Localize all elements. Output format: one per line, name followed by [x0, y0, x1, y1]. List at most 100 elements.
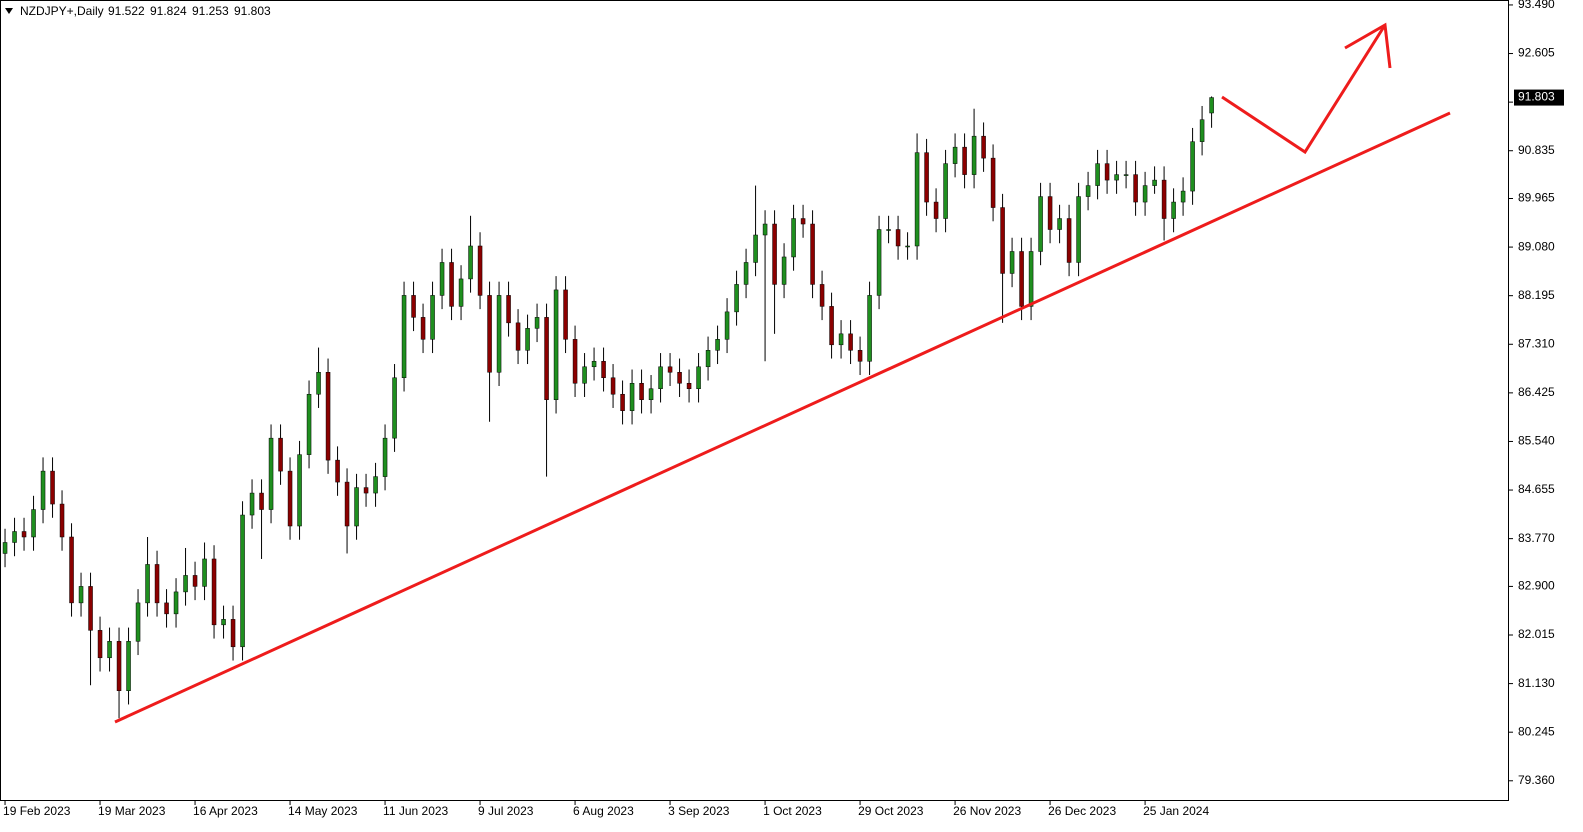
candle-body — [192, 575, 198, 587]
candle-body — [202, 558, 207, 587]
candle-body — [525, 328, 530, 351]
candle-body — [458, 278, 464, 307]
candle-body — [857, 350, 863, 362]
candle-body — [810, 223, 815, 285]
candle-body — [1114, 174, 1119, 181]
candle-body — [715, 339, 720, 351]
candle-body — [354, 487, 359, 527]
candle-body — [1190, 141, 1195, 192]
x-tick-label: 16 Apr 2023 — [193, 804, 258, 818]
candle-body — [1076, 196, 1081, 263]
x-tick-label: 14 May 2023 — [288, 804, 358, 818]
ohlc-low: 91.253 — [192, 4, 229, 18]
candle-body — [762, 223, 768, 236]
candle-body — [211, 558, 217, 626]
candle-body — [1019, 251, 1024, 307]
candle-body — [724, 311, 730, 340]
candle-body — [515, 322, 521, 351]
candle-body — [781, 256, 787, 285]
candle-body — [173, 591, 179, 615]
candle-body — [297, 454, 302, 527]
candle-body — [677, 372, 682, 384]
candle-body — [496, 295, 502, 373]
candle-body — [278, 437, 283, 472]
candle-body — [1199, 119, 1205, 142]
candle-body — [344, 481, 350, 527]
y-tick-label: 92.605 — [1518, 46, 1555, 60]
x-tick-label: 11 Jun 2023 — [383, 804, 448, 818]
y-tick-label: 89.080 — [1518, 239, 1555, 253]
candle-body — [544, 317, 549, 400]
x-tick-label: 26 Dec 2023 — [1048, 804, 1116, 818]
candle-body — [867, 295, 872, 362]
candle-body — [240, 514, 245, 648]
candle-body — [667, 366, 673, 373]
candle-body — [12, 531, 17, 543]
candle-body — [1038, 196, 1043, 252]
candle-body — [876, 229, 882, 296]
candle-body — [772, 223, 777, 285]
candle-body — [1152, 179, 1157, 186]
x-tick-label: 3 Sep 2023 — [668, 804, 730, 818]
y-tick-label: 84.655 — [1518, 482, 1555, 496]
candle-body — [800, 218, 806, 225]
candle-body — [848, 333, 853, 351]
candle-body — [895, 229, 901, 247]
candle-body — [553, 289, 559, 400]
forecast-path — [1221, 24, 1387, 155]
y-tick-label: 89.965 — [1518, 191, 1555, 205]
candle-body — [1085, 185, 1091, 197]
y-tick-label: 81.130 — [1518, 676, 1555, 690]
candle-body — [316, 372, 321, 395]
x-tick-label: 25 Jan 2024 — [1143, 804, 1209, 818]
candle-body — [1104, 163, 1110, 181]
candle-body — [696, 366, 701, 389]
candle-body — [1047, 196, 1053, 230]
candle-body — [981, 135, 986, 159]
candle-body — [1209, 97, 1214, 114]
y-tick-label: 85.540 — [1518, 434, 1555, 448]
candle-body — [648, 388, 654, 400]
candle-body — [705, 350, 711, 368]
candle-body — [78, 586, 84, 604]
candle-body — [905, 245, 910, 248]
candle-body — [145, 564, 150, 604]
candle-body — [468, 245, 473, 280]
candle-body — [392, 377, 397, 439]
candle-body — [325, 372, 331, 461]
candle-body — [1133, 174, 1138, 203]
candle-body — [306, 393, 312, 455]
candle-body — [582, 366, 587, 384]
candle-body — [886, 229, 891, 231]
x-tick-label: 9 Jul 2023 — [478, 804, 534, 818]
candle-body — [753, 234, 758, 263]
candle-body — [838, 333, 844, 346]
candle-body — [373, 476, 378, 494]
candle-body — [829, 306, 834, 346]
candle-body — [924, 152, 929, 203]
candle-body — [1000, 207, 1005, 274]
candle-body — [952, 146, 958, 164]
menu-triangle — [5, 8, 13, 14]
ohlc-close: 91.803 — [234, 4, 271, 18]
candle-body — [620, 393, 625, 411]
candle-body — [430, 295, 435, 340]
candle-body — [819, 284, 825, 307]
y-tick-label: 82.015 — [1518, 627, 1555, 641]
candle-body — [1142, 185, 1148, 203]
forecast-arrowhead — [1344, 22, 1392, 69]
plot-frame — [0, 0, 1509, 801]
y-tick-label: 79.360 — [1518, 773, 1555, 787]
y-tick-label: 87.310 — [1518, 336, 1555, 350]
candle-body — [610, 377, 616, 395]
ohlc-high: 91.824 — [150, 4, 187, 18]
candle-body — [1171, 201, 1176, 219]
y-tick-label: 88.195 — [1518, 288, 1555, 302]
candle-body — [259, 492, 264, 510]
candle-body — [2, 542, 8, 554]
candle-body — [221, 619, 226, 626]
candle-body — [477, 245, 483, 296]
y-tick-label: 83.770 — [1518, 531, 1555, 545]
candle-body — [601, 361, 606, 379]
